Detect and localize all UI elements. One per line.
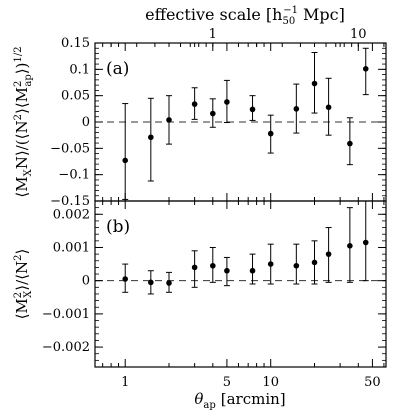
panel-a-data-point <box>210 110 216 117</box>
panel-b-data-point <box>210 262 216 269</box>
panel-a-data-point <box>347 140 353 147</box>
panel-a-ytick-label: −0.1 <box>58 168 90 183</box>
x-tick-label: 50 <box>364 375 381 390</box>
panel-a-data-point <box>362 66 369 72</box>
panel-b-data-point <box>166 280 172 286</box>
panel-a-data-point <box>122 157 129 164</box>
panel-b-data-point <box>311 259 318 266</box>
panel-b-data-point <box>148 279 154 286</box>
panel-a-data-point <box>166 117 172 123</box>
panel-b-data-point <box>224 267 230 274</box>
panel-b-ytick-label: −0.001 <box>42 307 90 322</box>
panel-b-label: (b) <box>106 217 130 237</box>
x-axis-title-unit: [arcmin] <box>221 390 286 408</box>
x-tick-label: 10 <box>262 375 279 390</box>
top-tick-label: 10 <box>350 27 367 42</box>
x-axis-title-subscript: ap <box>203 400 215 411</box>
panel-b-data-point <box>347 243 353 249</box>
panel-a-data-point <box>191 101 198 107</box>
panel-a-data-point <box>293 106 300 112</box>
panel-b-data-point <box>191 264 198 271</box>
panel-a-data-point <box>148 134 154 141</box>
top-axis-title-end: Mpc] <box>298 5 345 24</box>
panel-b-data-point <box>267 261 274 267</box>
panel-b-ytick-label: 0.001 <box>53 240 90 255</box>
x-axis: 1 5 10 50 <box>121 375 381 390</box>
panel-b-ytick-label: 0 <box>82 274 90 289</box>
panel-b-plot: 0.002 0.001 0 −0.001 −0.002 <box>42 200 386 367</box>
panel-a-data-point <box>224 99 230 105</box>
panel-b-data-point <box>249 267 256 274</box>
panel-a-ytick-label: −0.15 <box>50 194 90 209</box>
top-axis: 1 10 <box>110 27 367 51</box>
panel-b-ylabel: ⟨M2X⟩/⟨N2⟩ <box>13 249 34 320</box>
top-tick-label: 1 <box>209 27 217 42</box>
panel-a-label: (a) <box>106 59 129 79</box>
top-axis-title-subscript: 50 <box>282 16 295 27</box>
panel-b-data-point <box>122 276 129 282</box>
panel-a-ytick-label: −0.05 <box>50 141 90 156</box>
panel-a-ytick-label: 0 <box>82 115 90 130</box>
top-axis-title-superscript: −1 <box>283 5 298 16</box>
panel-a-data-point <box>325 104 332 111</box>
panel-a-ylabel: ⟨MXN⟩/(⟨N2⟩⟨M2ap⟩)1/2 <box>13 46 34 197</box>
x-axis-title-symbol: θ <box>194 390 203 408</box>
panel-a-ytick-label: 0.15 <box>61 36 90 51</box>
x-axis-title: θap [arcmin] <box>194 390 285 411</box>
panel-b-frame <box>94 200 387 368</box>
panel-b-ytick-label: 0.002 <box>53 207 90 222</box>
panel-a-data-point <box>267 130 274 137</box>
panel-a-plot: 0.15 0.1 0.05 0 −0.05 −0.1 −0.15 <box>50 36 386 209</box>
x-tick-label: 1 <box>121 375 129 390</box>
panel-b-data-point <box>293 262 300 269</box>
top-axis-title: effective scale [h50−1 Mpc] <box>145 5 345 27</box>
x-tick-label: 5 <box>223 375 231 390</box>
panel-b-ytick-label: −0.002 <box>42 340 90 355</box>
panel-a-data-point <box>249 106 256 113</box>
panel-a-ytick-label: 0.1 <box>69 62 90 77</box>
panel-b-data-point <box>325 251 332 257</box>
top-axis-title-main: effective scale [h <box>145 5 282 24</box>
panel-b-data-point <box>362 239 369 246</box>
panel-a-ytick-label: 0.05 <box>61 89 90 104</box>
panel-a-data-point <box>311 80 318 87</box>
